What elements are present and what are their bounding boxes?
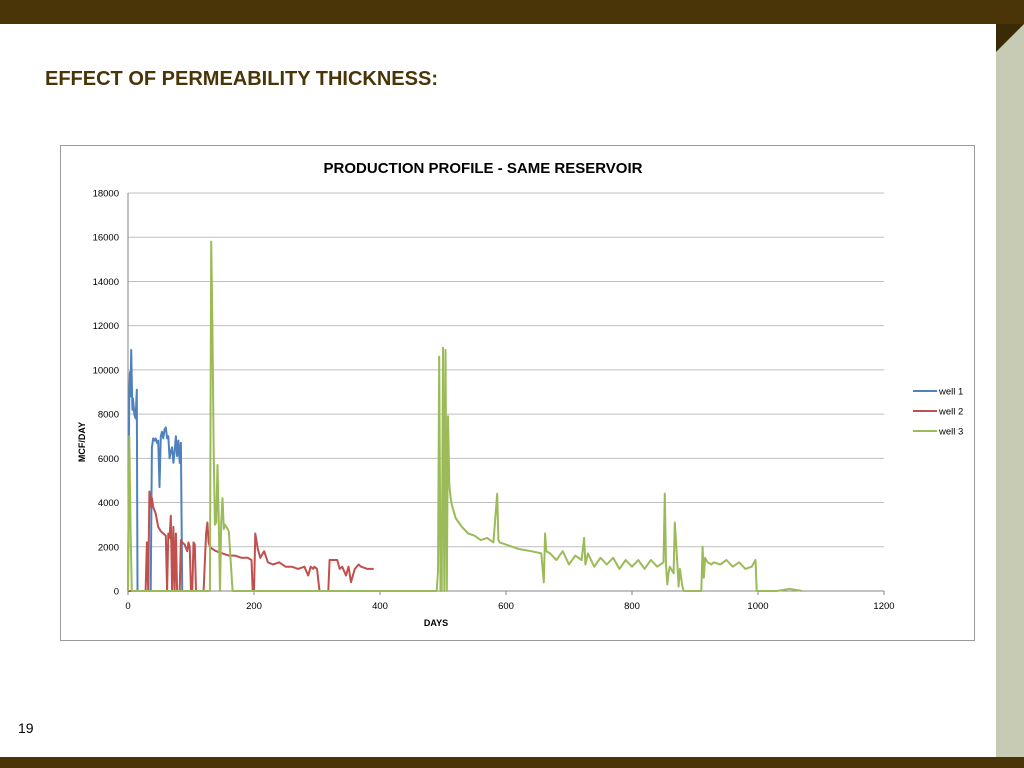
y-tick-label: 16000: [93, 233, 119, 244]
y-tick-label: 6000: [98, 454, 119, 465]
x-tick-label: 400: [372, 601, 388, 612]
x-tick-label: 0: [125, 601, 130, 612]
x-tick-label: 1200: [873, 601, 894, 612]
x-tick-label: 600: [498, 601, 514, 612]
y-tick-label: 12000: [93, 321, 119, 332]
chart-title: PRODUCTION PROFILE - SAME RESERVOIR: [324, 160, 643, 177]
y-tick-label: 0: [114, 587, 119, 598]
series-line-well-3: [127, 240, 803, 592]
corner-decoration: [996, 24, 1024, 52]
y-tick-label: 2000: [98, 542, 119, 553]
slide-title: EFFECT OF PERMEABILITY THICKNESS:: [45, 68, 438, 90]
right-side-panel: [996, 24, 1024, 757]
y-tick-label: 8000: [98, 410, 119, 421]
x-tick-label: 1000: [747, 601, 768, 612]
top-bar: [0, 0, 1024, 24]
series-line-well-2: [128, 490, 374, 592]
legend-label: well 1: [938, 387, 963, 398]
x-tick-label: 800: [624, 601, 640, 612]
y-tick-label: 10000: [93, 365, 119, 376]
x-tick-label: 200: [246, 601, 262, 612]
y-tick-label: 14000: [93, 277, 119, 288]
y-tick-label: 4000: [98, 498, 119, 509]
y-tick-label: 18000: [93, 189, 119, 200]
y-axis-label: MCF/DAY: [77, 422, 87, 462]
bottom-bar: [0, 757, 1024, 768]
production-chart: PRODUCTION PROFILE - SAME RESERVOIR02000…: [77, 160, 963, 628]
slide-number: 19: [18, 720, 34, 736]
x-axis-label: DAYS: [424, 618, 448, 628]
series-line-well-1: [127, 349, 184, 592]
legend-label: well 3: [938, 427, 963, 438]
chart-frame: PRODUCTION PROFILE - SAME RESERVOIR 0 2000…: [60, 145, 975, 641]
legend-label: well 2: [938, 407, 963, 418]
